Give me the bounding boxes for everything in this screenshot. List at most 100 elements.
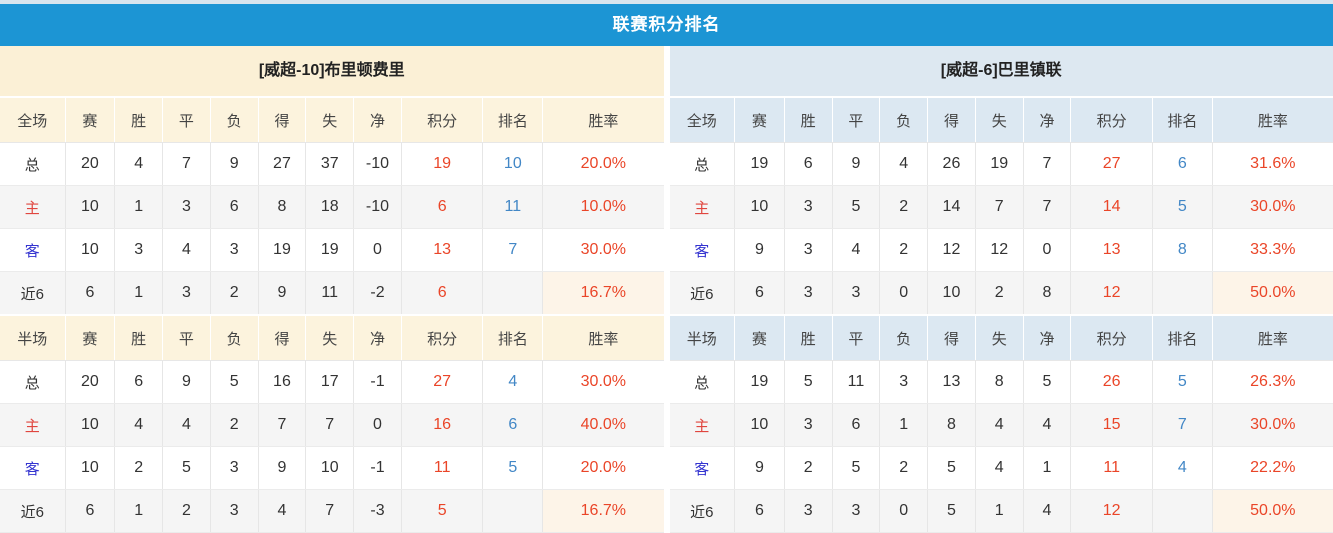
column-header: 失 [306,97,354,143]
cell-stat: 5 [928,490,976,533]
cell-win-rate: 50.0% [1212,490,1333,533]
cell-rank: 8 [1152,229,1212,272]
column-header: 胜率 [543,97,664,143]
cell-stat: 3 [163,272,211,316]
cell-stat: 4 [1023,404,1071,447]
cell-points: 13 [401,229,483,272]
column-header: 平 [163,97,211,143]
cell-stat: 2 [880,447,928,490]
cell-stat: 9 [735,229,785,272]
column-header: 净 [1023,315,1071,361]
cell-stat: 0 [354,229,402,272]
column-header: 平 [832,97,880,143]
cell-win-rate: 30.0% [543,361,664,404]
column-header: 失 [975,97,1023,143]
column-header: 净 [1023,97,1071,143]
cell-stat: 7 [306,490,354,533]
cell-stat: 10 [306,447,354,490]
cell-win-rate: 20.0% [543,143,664,186]
scope-header: 半场 [670,315,735,361]
cell-win-rate: 30.0% [1212,186,1333,229]
cell-stat: -3 [354,490,402,533]
column-header: 净 [354,315,402,361]
cell-row-label: 总 [0,361,65,404]
cell-stat: 6 [210,186,258,229]
page-title-text: 联赛积分排名 [613,15,721,34]
cell-stat: 3 [784,404,832,447]
cell-stat: 3 [210,447,258,490]
cell-stat: 2 [210,272,258,316]
cell-stat: 6 [735,272,785,316]
column-header: 胜 [115,315,163,361]
cell-stat: 37 [306,143,354,186]
cell-stat: 9 [258,272,306,316]
cell-stat: 10 [65,447,115,490]
column-header: 赛 [65,97,115,143]
cell-rank: 7 [483,229,543,272]
cell-points: 12 [1071,272,1153,316]
column-header: 积分 [1071,315,1153,361]
cell-row-label: 总 [670,143,735,186]
cell-stat: 1 [1023,447,1071,490]
column-header: 得 [928,315,976,361]
cell-stat: 8 [928,404,976,447]
column-header: 净 [354,97,402,143]
cell-row-label: 主 [670,186,735,229]
cell-row-label: 总 [0,143,65,186]
column-header: 赛 [735,315,785,361]
cell-stat: 10 [65,186,115,229]
cell-stat: 2 [880,186,928,229]
column-header: 赛 [65,315,115,361]
cell-stat: 4 [163,404,211,447]
cell-stat: 5 [784,361,832,404]
cell-stat: 13 [928,361,976,404]
cell-stat: 4 [115,404,163,447]
cell-stat: 0 [880,272,928,316]
half-header-row: 半场赛胜平负得失净积分排名胜率 [0,315,664,361]
cell-stat: -1 [354,361,402,404]
cell-rank: 11 [483,186,543,229]
cell-points: 19 [401,143,483,186]
cell-stat: 2 [880,229,928,272]
cell-stat: 11 [832,361,880,404]
cell-stat: 2 [115,447,163,490]
cell-rank: 5 [1152,361,1212,404]
cell-stat: 2 [975,272,1023,316]
cell-points: 26 [1071,361,1153,404]
cell-stat: 7 [163,143,211,186]
cell-stat: 1 [115,490,163,533]
cell-rank [483,272,543,316]
cell-stat: 6 [735,490,785,533]
full-header-row: 全场赛胜平负得失净积分排名胜率 [670,97,1333,143]
column-header: 得 [928,97,976,143]
cell-stat: 7 [1023,143,1071,186]
cell-stat: 6 [115,361,163,404]
cell-stat: 4 [163,229,211,272]
half-header-row: 半场赛胜平负得失净积分排名胜率 [670,315,1333,361]
column-header: 排名 [483,315,543,361]
column-header: 负 [880,97,928,143]
cell-win-rate: 20.0% [543,447,664,490]
cell-stat: 9 [735,447,785,490]
column-header: 排名 [1152,97,1212,143]
cell-stat: 14 [928,186,976,229]
cell-stat: -1 [354,447,402,490]
cell-stat: 10 [735,404,785,447]
cell-stat: 6 [784,143,832,186]
cell-stat: 6 [65,490,115,533]
cell-stat: 7 [258,404,306,447]
cell-stat: 12 [928,229,976,272]
column-header: 排名 [1152,315,1212,361]
cell-stat: -2 [354,272,402,316]
column-header: 积分 [401,97,483,143]
cell-stat: 0 [880,490,928,533]
scope-header: 半场 [0,315,65,361]
cell-stat: 5 [928,447,976,490]
column-header: 胜 [115,97,163,143]
cell-stat: 1 [115,272,163,316]
cell-rank [483,490,543,533]
